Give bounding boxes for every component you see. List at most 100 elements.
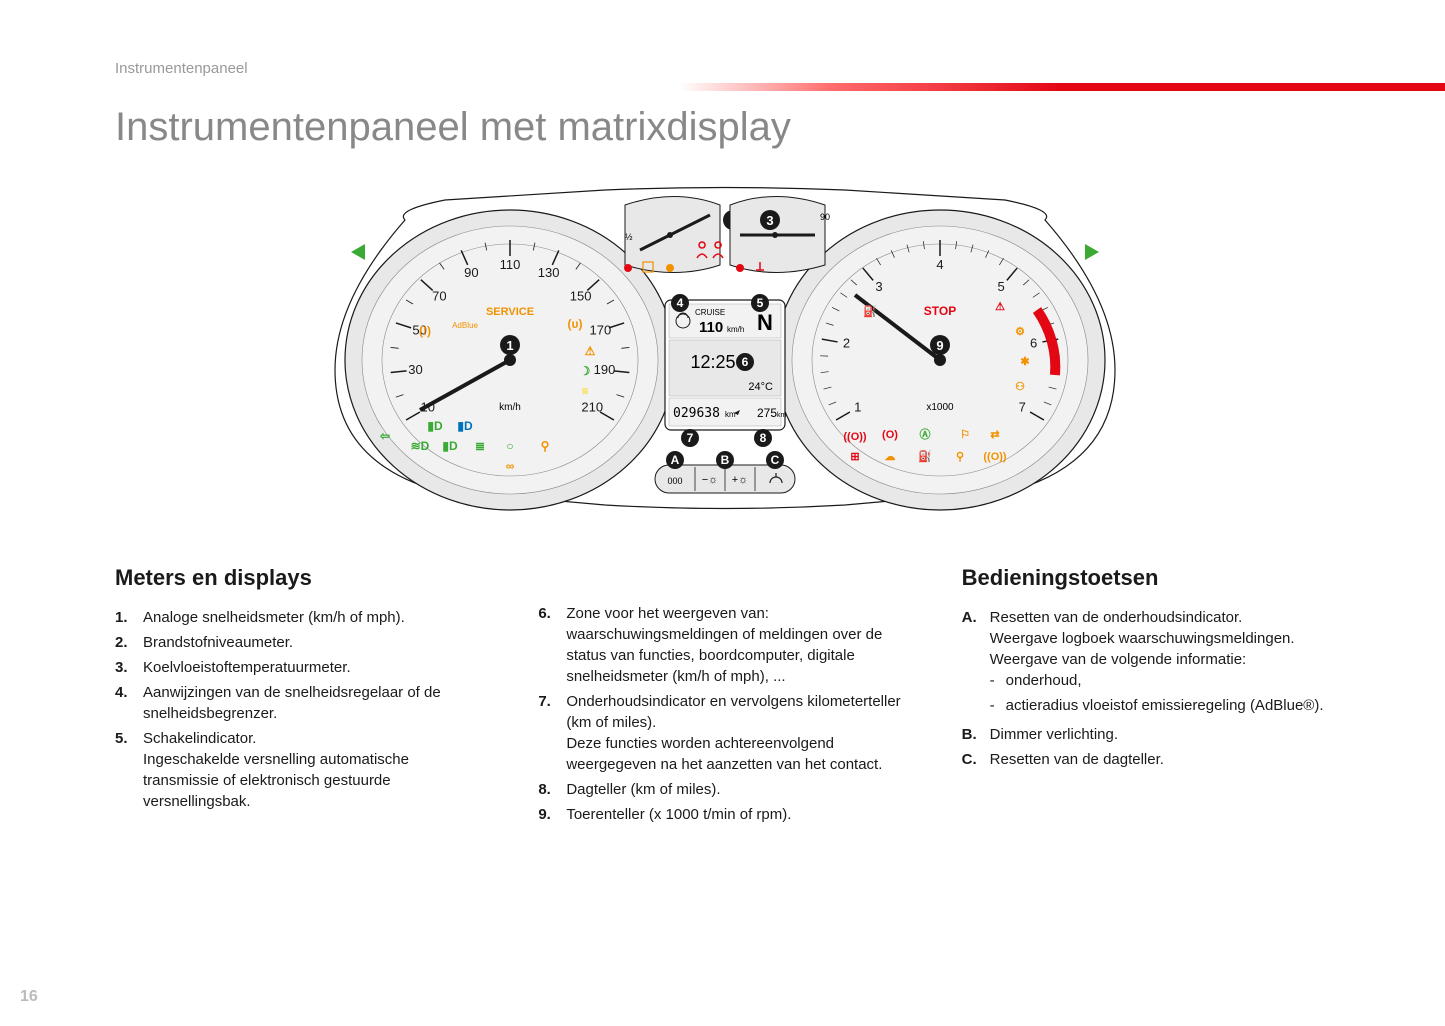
svg-text:(ᴜ): (ᴜ) (568, 317, 583, 331)
list-item: 9.Toerenteller (x 1000 t/min of rpm). (538, 804, 911, 825)
svg-text:1: 1 (854, 400, 861, 415)
svg-text:CRUISE: CRUISE (695, 308, 725, 317)
controls-heading: Bedieningstoetsen (962, 565, 1335, 591)
svg-text:5: 5 (997, 279, 1004, 294)
page-number: 16 (20, 988, 38, 1006)
svg-text:SERVICE: SERVICE (486, 306, 534, 318)
svg-text:150: 150 (570, 288, 592, 303)
svg-text:((O)): ((O)) (983, 451, 1007, 463)
svg-text:≡: ≡ (581, 384, 588, 398)
svg-text:000: 000 (667, 476, 682, 486)
svg-text:110: 110 (500, 257, 521, 272)
svg-text:6: 6 (1030, 336, 1037, 351)
svg-text:4: 4 (677, 296, 684, 310)
svg-text:▮D: ▮D (457, 419, 473, 433)
header-rule (680, 83, 1445, 91)
list-item: 4.Aanwijzingen van de snelheidsregelaar … (115, 682, 488, 724)
svg-text:3: 3 (766, 213, 773, 228)
svg-text:≋D: ≋D (411, 439, 430, 453)
svg-text:⚠: ⚠ (585, 344, 596, 358)
list-item: 6.Zone voor het weergeven van: waarschuw… (538, 603, 911, 687)
svg-text:9: 9 (936, 338, 943, 353)
meters-column-1: Meters en displays 1.Analoge snelheidsme… (115, 565, 488, 829)
button-bar: 000 −☼ +☼ A B C (655, 451, 795, 493)
svg-text:x1000: x1000 (926, 402, 954, 413)
svg-text:12:25: 12:25 (690, 352, 735, 372)
svg-text:170: 170 (589, 323, 611, 338)
svg-text:24°C: 24°C (748, 381, 773, 393)
svg-text:70: 70 (432, 288, 446, 303)
section-label: Instrumentenpaneel (115, 60, 1335, 77)
list-item: 7.Onderhoudsindicator en vervolgens kilo… (538, 691, 911, 775)
svg-text:N: N (757, 310, 773, 335)
svg-text:○: ○ (506, 439, 513, 453)
controls-column: Bedieningstoetsen A.Resetten van de onde… (962, 565, 1335, 829)
matrix-display: CRUISE 110 km/h N 4 5 12:25 6 24°C 02963… (665, 294, 787, 447)
svg-text:⚇: ⚇ (1015, 381, 1025, 393)
svg-text:4: 4 (936, 257, 943, 272)
svg-text:⛽: ⛽ (918, 450, 932, 463)
list-item: C.Resetten van de dagteller. (962, 749, 1335, 770)
svg-text:⇦: ⇦ (379, 429, 390, 443)
svg-text:275: 275 (757, 406, 777, 420)
svg-text:STOP: STOP (924, 304, 956, 318)
svg-text:▮D: ▮D (427, 419, 443, 433)
svg-text:AdBlue: AdBlue (452, 321, 478, 330)
svg-text:110: 110 (699, 319, 723, 336)
meters-column-2: 6.Zone voor het weergeven van: waarschuw… (538, 565, 911, 829)
meters-heading: Meters en displays (115, 565, 488, 591)
svg-text:km: km (777, 412, 787, 419)
svg-text:≣: ≣ (475, 439, 485, 453)
svg-text:210: 210 (581, 400, 603, 415)
svg-text:90: 90 (820, 212, 830, 222)
list-item: 8.Dagteller (km of miles). (538, 779, 911, 800)
svg-text:((O)): ((O)) (843, 431, 867, 443)
svg-text:029638: 029638 (673, 406, 720, 421)
svg-text:−☼: −☼ (702, 474, 719, 486)
svg-text:B: B (721, 453, 730, 467)
svg-text:2: 2 (843, 336, 850, 351)
svg-text:km: km (725, 410, 736, 419)
svg-text:⚲: ⚲ (956, 451, 964, 463)
svg-text:30: 30 (408, 362, 422, 377)
list-item: 1.Analoge snelheidsmeter (km/h of mph). (115, 607, 488, 628)
svg-text:⚙: ⚙ (1015, 326, 1025, 338)
svg-text:+☼: +☼ (732, 474, 749, 486)
svg-text:km/h: km/h (499, 402, 521, 413)
svg-text:☁: ☁ (885, 451, 896, 463)
svg-text:C: C (771, 453, 780, 467)
svg-text:7: 7 (1019, 400, 1026, 415)
svg-text:(!): (!) (419, 324, 431, 338)
svg-text:✱: ✱ (1020, 356, 1029, 368)
svg-text:130: 130 (538, 265, 560, 280)
instrument-cluster-diagram: 1030507090110130150170190210 SERVICE AdB… (325, 180, 1125, 525)
svg-text:▮D: ▮D (442, 439, 458, 453)
svg-text:8: 8 (760, 431, 767, 445)
svg-text:☽: ☽ (580, 364, 591, 378)
svg-text:½: ½ (625, 232, 633, 242)
svg-text:Ⓐ: Ⓐ (920, 427, 931, 441)
list-item: B.Dimmer verlichting. (962, 724, 1335, 745)
svg-text:(O): (O) (882, 429, 898, 441)
list-item: 5.Schakelindicator.Ingeschakelde versnel… (115, 728, 488, 812)
list-item: 3.Koelvloeistoftemperatuurmeter. (115, 657, 488, 678)
svg-text:A: A (671, 453, 680, 467)
list-item: 2.Brandstofniveaumeter. (115, 632, 488, 653)
svg-text:6: 6 (742, 355, 749, 369)
svg-text:90: 90 (464, 265, 478, 280)
svg-text:7: 7 (687, 431, 694, 445)
svg-text:∞: ∞ (506, 459, 515, 473)
svg-text:⇄: ⇄ (990, 429, 999, 441)
svg-text:1: 1 (506, 338, 513, 353)
svg-text:190: 190 (594, 362, 616, 377)
svg-text:3: 3 (875, 279, 882, 294)
svg-text:⚲: ⚲ (541, 439, 550, 453)
svg-text:⊞: ⊞ (850, 451, 859, 463)
svg-text:⚐: ⚐ (960, 429, 970, 441)
page-title: Instrumentenpaneel met matrixdisplay (115, 105, 1335, 150)
svg-text:⚠: ⚠ (995, 301, 1005, 313)
svg-text:5: 5 (757, 296, 764, 310)
list-item: A.Resetten van de onderhoudsindicator.We… (962, 607, 1335, 720)
svg-text:⛽: ⛽ (863, 305, 877, 318)
svg-text:km/h: km/h (727, 325, 744, 334)
